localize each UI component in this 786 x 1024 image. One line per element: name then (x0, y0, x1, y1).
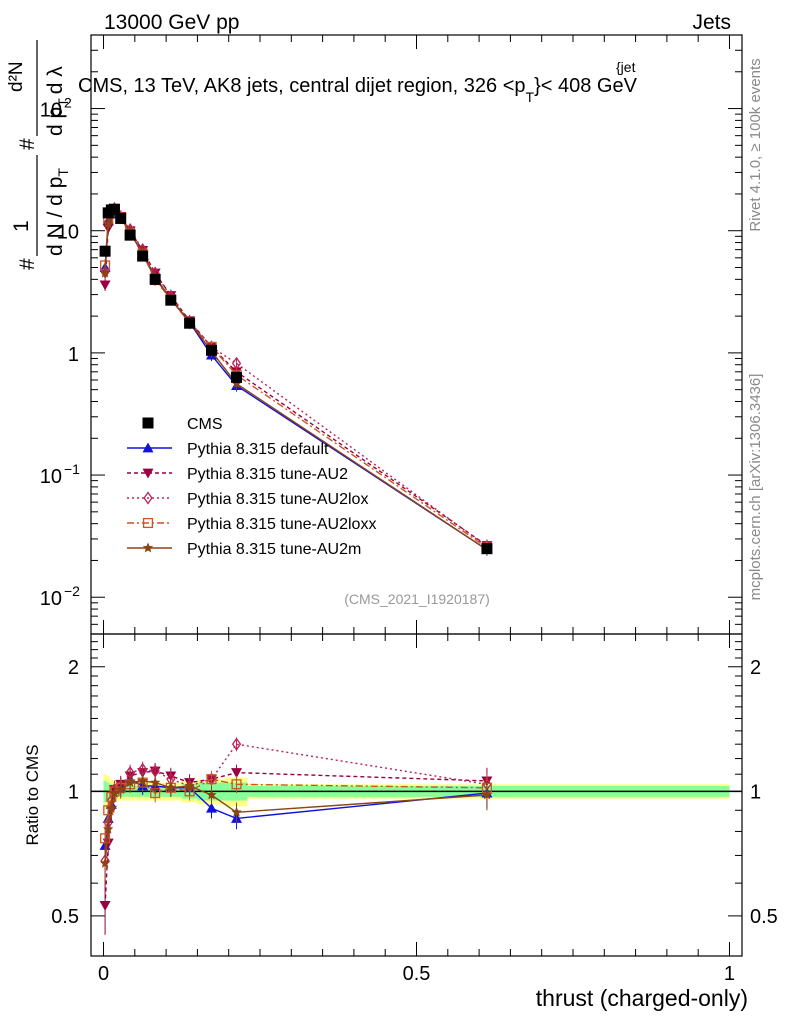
main-point (231, 356, 242, 371)
legend-marker (142, 442, 154, 453)
ratio-point (205, 802, 217, 813)
ratio-point (115, 784, 126, 794)
main-y-tick-exponent: −1 (64, 461, 80, 477)
legend-label: Pythia 8.315 default (187, 441, 329, 458)
data-point (205, 344, 217, 356)
data-point (149, 273, 161, 285)
x-tick-label: 1 (724, 963, 735, 985)
main-y-tick-label: 10 (40, 466, 62, 488)
data-point (231, 371, 243, 383)
ylabel-den2: d pTd λ (44, 66, 71, 136)
legend-marker-cms (142, 417, 154, 429)
legend-marker (142, 468, 154, 479)
ratio-point (99, 901, 111, 911)
legend-label: CMS (187, 416, 223, 433)
ylabel-prefix: # (16, 258, 39, 270)
ratio-point (103, 823, 114, 834)
main-point (231, 378, 242, 389)
data-point (184, 317, 196, 329)
ratio-point (106, 802, 117, 813)
main-point (103, 218, 114, 229)
legend-marker (143, 491, 153, 505)
ratio-y-tick-label-right: 1 (750, 781, 761, 803)
legend-marker (142, 542, 154, 553)
ylabel-hash: # (16, 138, 39, 150)
ratio-y-axis-label: Ratio to CMS (23, 744, 42, 845)
ylabel-num2: d²N (6, 61, 27, 92)
analysis-id: (CMS_2021_I1920187) (344, 591, 490, 607)
category-label: Jets (692, 11, 731, 34)
main-y-tick-label: 10 (40, 588, 62, 610)
ratio-y-tick-label-right: 2 (750, 657, 761, 679)
legend-label: Pythia 8.315 tune-AU2loxx (187, 516, 376, 533)
legend-marker (142, 517, 154, 529)
main-y-tick-label: 10 (57, 222, 79, 244)
ratio-series-line (104, 743, 488, 861)
main-y-tick-label: 1 (68, 344, 79, 366)
x-tick-label: 0 (98, 963, 109, 985)
plot-title-sub: T (526, 89, 535, 105)
ratio-point (149, 777, 161, 787)
legend-label: Pythia 8.315 tune-AU2lox (187, 491, 368, 508)
plot-title: CMS, 13 TeV, AK8 jets, central dijet reg… (78, 75, 638, 105)
main-y-axis-label: # 1 d N / d pT # d²N d pTd λ (6, 40, 71, 270)
ratio-y-tick-label: 0.5 (51, 906, 79, 928)
legend-label: Pythia 8.315 tune-AU2 (187, 466, 348, 483)
ylabel-den: d N / d pT (44, 168, 71, 256)
data-point (99, 245, 111, 257)
ratio-point (137, 775, 148, 786)
ratio-y-tick-label-right: 0.5 (750, 906, 778, 928)
ratio-point (100, 833, 111, 844)
data-point (108, 203, 120, 215)
ylabel-num: 1 (10, 220, 33, 232)
ratio-series (99, 737, 493, 935)
main-series (99, 201, 493, 556)
ratio-point (481, 789, 493, 800)
ratio-point (184, 780, 195, 791)
legend-label: Pythia 8.315 tune-AU2m (187, 541, 361, 558)
plot-title-main: CMS, 13 TeV, AK8 jets, central dijet reg… (78, 75, 526, 97)
data-point (165, 294, 177, 306)
x-tick-label: 0.5 (403, 963, 431, 985)
ratio-point (165, 782, 176, 793)
x-axis-label: thrust (charged-only) (536, 985, 748, 1011)
ratio-point (206, 789, 217, 800)
ratio-point (231, 737, 242, 751)
main-point (99, 267, 111, 278)
main-y-tick-exponent: −2 (64, 583, 80, 599)
mcplots-label: mcplots.cern.ch [arXiv:1306.3436] (747, 374, 764, 601)
main-y-tick-exponent: 2 (64, 95, 72, 111)
ratio-point (231, 779, 242, 790)
ratio-point (231, 768, 243, 779)
ratio-point (124, 777, 136, 787)
data-point (481, 543, 493, 555)
data-point (137, 250, 149, 262)
legend: CMS Pythia 8.315 default Pythia 8.315 tune… (127, 416, 376, 558)
main-point (99, 280, 111, 291)
main-y-tick-label: 10 (40, 100, 62, 122)
ratio-point (99, 857, 111, 868)
ratio-point (109, 787, 120, 798)
energy-label: 13000 GeV pp (104, 11, 239, 34)
ratio-point (206, 774, 217, 785)
plot-title-end: }< 408 GeV (534, 75, 638, 97)
ratio-point (231, 806, 242, 817)
plot-title-sup: {jet (616, 59, 636, 75)
data-point (115, 212, 127, 224)
data-point (124, 229, 136, 241)
ratio-y-tick-label: 2 (68, 657, 79, 679)
rivet-label: Rivet 4.1.0, ≥ 100k events (747, 58, 764, 231)
ratio-y-tick-label: 1 (68, 781, 79, 803)
